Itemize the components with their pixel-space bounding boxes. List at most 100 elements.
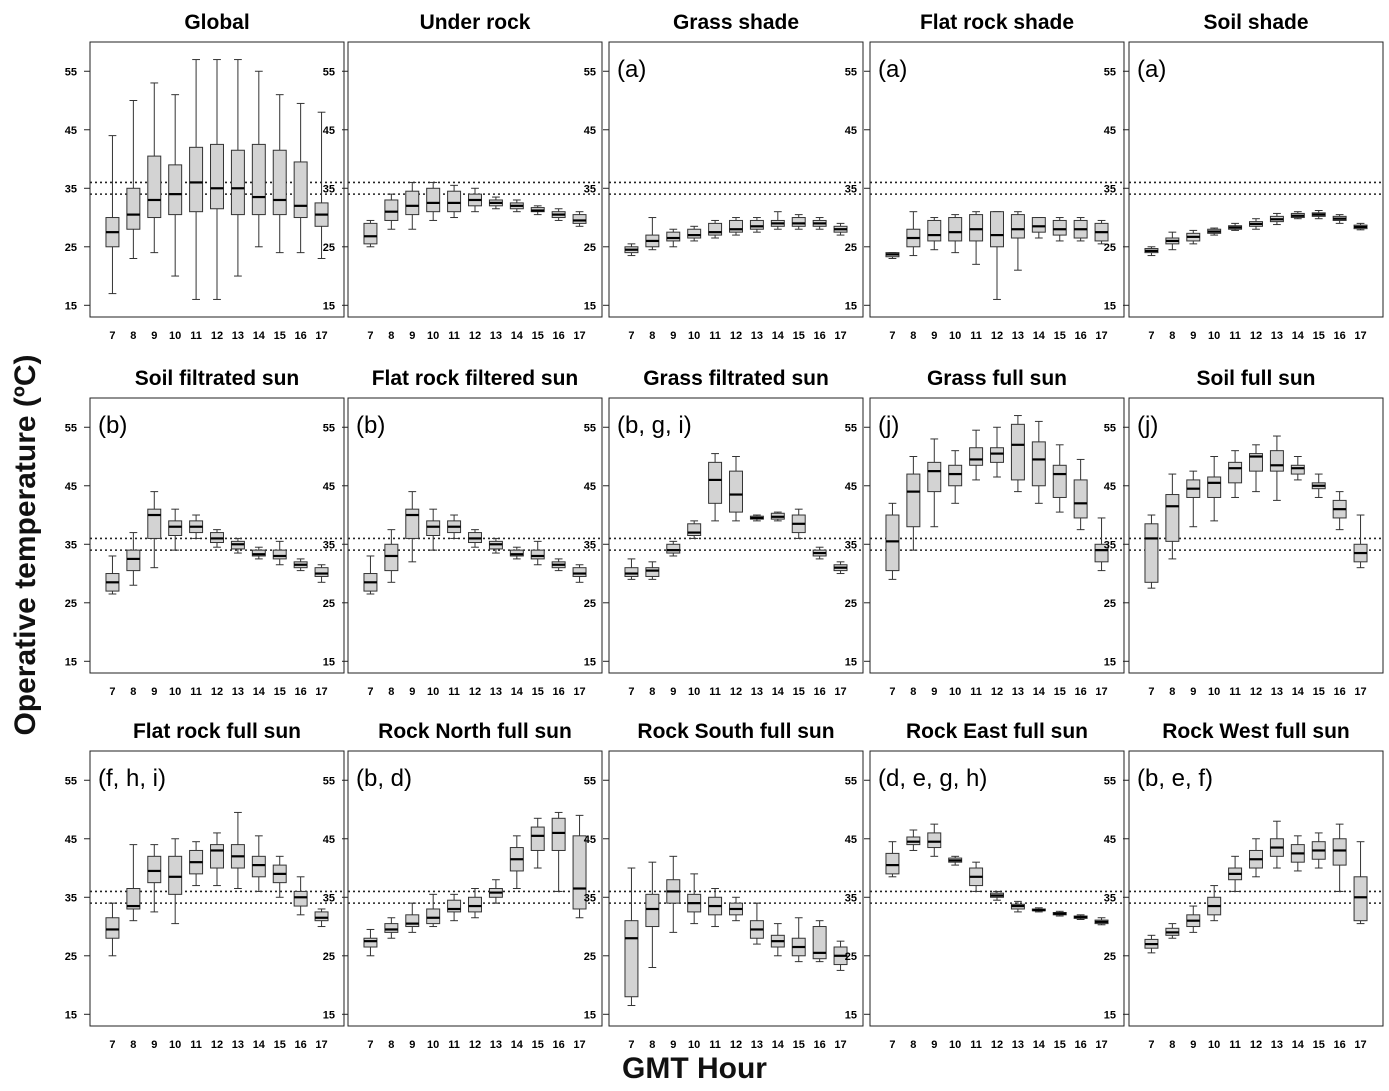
x-tick-label: 11 bbox=[970, 330, 982, 342]
box-11 bbox=[447, 893, 462, 922]
x-tick-label: 14 bbox=[772, 686, 785, 698]
box-11 bbox=[969, 211, 984, 265]
y-tick-label: 15 bbox=[323, 1009, 335, 1021]
box-iqr bbox=[1094, 543, 1109, 563]
box-14 bbox=[509, 546, 524, 560]
panel-1: Global 15 25 35 45 55 7 8 9 10 11 12 13 14 15 16 17 bbox=[65, 11, 345, 342]
box-iqr bbox=[405, 190, 420, 216]
box-17 bbox=[833, 222, 848, 236]
box-7 bbox=[1144, 514, 1159, 589]
y-tick-label: 25 bbox=[584, 242, 596, 254]
x-tick-label: 11 bbox=[448, 1039, 460, 1051]
box-9 bbox=[147, 491, 162, 569]
box-iqr bbox=[1269, 450, 1284, 472]
x-tick-label: 15 bbox=[793, 330, 805, 342]
box-9 bbox=[927, 438, 942, 528]
box-16 bbox=[812, 920, 827, 963]
x-tick-label: 8 bbox=[388, 330, 394, 342]
x-tick-label: 12 bbox=[469, 686, 481, 698]
box-9 bbox=[1186, 905, 1201, 933]
box-15 bbox=[1052, 217, 1067, 242]
y-tick-label: 45 bbox=[1104, 834, 1116, 846]
box-iqr bbox=[1144, 523, 1159, 583]
box-12 bbox=[990, 890, 1004, 901]
box-13 bbox=[749, 514, 764, 522]
x-tick-label: 11 bbox=[190, 1039, 202, 1051]
y-tick-label: 25 bbox=[323, 598, 335, 610]
y-tick-label: 25 bbox=[65, 951, 77, 963]
box-iqr bbox=[885, 514, 900, 572]
x-tick-label: 15 bbox=[1313, 1039, 1325, 1051]
panel-frame bbox=[608, 750, 864, 1027]
box-9 bbox=[405, 491, 420, 563]
y-tick-label: 45 bbox=[584, 125, 596, 137]
panel-letters: (j) bbox=[878, 412, 899, 439]
x-tick-label: 14 bbox=[253, 686, 266, 698]
x-tick-label: 8 bbox=[1169, 330, 1175, 342]
panel-letters: (b, d) bbox=[356, 765, 412, 792]
y-tick-label: 45 bbox=[65, 834, 77, 846]
panel-11: Flat rock full sun (f, h, i) 15 25 35 45 55 7 8 9… bbox=[65, 720, 345, 1051]
x-tick-label: 15 bbox=[1313, 686, 1325, 698]
box-8 bbox=[126, 100, 141, 259]
panel-title: Flat rock shade bbox=[920, 11, 1074, 34]
panel-letters: (b, e, f) bbox=[1137, 765, 1213, 792]
box-13 bbox=[1269, 212, 1284, 226]
y-tick-label: 25 bbox=[1104, 242, 1116, 254]
x-tick-label: 17 bbox=[1354, 1039, 1366, 1051]
x-tick-label: 10 bbox=[1208, 1039, 1220, 1051]
x-tick-label: 7 bbox=[1148, 330, 1154, 342]
x-tick-label: 10 bbox=[688, 1039, 700, 1051]
x-tick-label: 9 bbox=[151, 330, 157, 342]
box-13 bbox=[230, 537, 245, 554]
box-iqr bbox=[1052, 464, 1067, 498]
box-11 bbox=[969, 429, 984, 481]
box-iqr bbox=[624, 920, 639, 998]
box-iqr bbox=[468, 896, 482, 913]
x-tick-label: 12 bbox=[469, 1039, 481, 1051]
y-tick-label: 35 bbox=[65, 183, 77, 195]
x-tick-label: 14 bbox=[1033, 686, 1046, 698]
box-16 bbox=[1073, 217, 1088, 242]
x-tick-label: 17 bbox=[573, 686, 585, 698]
y-tick-label: 15 bbox=[65, 300, 77, 312]
x-tick-label: 16 bbox=[1075, 1039, 1087, 1051]
box-iqr bbox=[168, 164, 183, 216]
panel-title: Flat rock filtered sun bbox=[372, 367, 579, 390]
panel-letters: (b) bbox=[356, 412, 385, 439]
x-tick-label: 15 bbox=[532, 686, 544, 698]
box-14 bbox=[251, 70, 266, 248]
box-12 bbox=[210, 529, 224, 548]
box-iqr bbox=[666, 231, 681, 242]
x-tick-label: 14 bbox=[511, 330, 524, 342]
panel-title: Rock West full sun bbox=[1162, 720, 1349, 743]
y-tick-label: 35 bbox=[584, 183, 596, 195]
x-tick-label: 16 bbox=[814, 686, 826, 698]
box-iqr bbox=[687, 523, 702, 536]
box-iqr bbox=[572, 567, 587, 577]
x-tick-label: 15 bbox=[1054, 1039, 1066, 1051]
x-tick-label: 15 bbox=[532, 1039, 544, 1051]
x-tick-label: 14 bbox=[511, 686, 524, 698]
box-15 bbox=[791, 508, 806, 539]
box-7 bbox=[1144, 246, 1159, 257]
x-tick-label: 12 bbox=[730, 1039, 742, 1051]
x-tick-label: 11 bbox=[1229, 686, 1241, 698]
box-7 bbox=[624, 558, 639, 580]
y-tick-label: 35 bbox=[323, 539, 335, 551]
box-17 bbox=[572, 211, 587, 227]
y-tick-label: 15 bbox=[845, 656, 857, 668]
x-tick-label: 7 bbox=[109, 330, 115, 342]
x-tick-label: 16 bbox=[1075, 686, 1087, 698]
box-iqr bbox=[885, 852, 900, 875]
box-17 bbox=[1094, 517, 1109, 572]
box-12 bbox=[729, 896, 743, 922]
box-17 bbox=[1094, 917, 1109, 926]
x-tick-label: 10 bbox=[688, 686, 700, 698]
y-tick-label: 15 bbox=[65, 1009, 77, 1021]
x-tick-label: 8 bbox=[388, 686, 394, 698]
x-tick-label: 9 bbox=[151, 1039, 157, 1051]
x-tick-label: 10 bbox=[427, 330, 439, 342]
box-iqr bbox=[1165, 494, 1180, 542]
